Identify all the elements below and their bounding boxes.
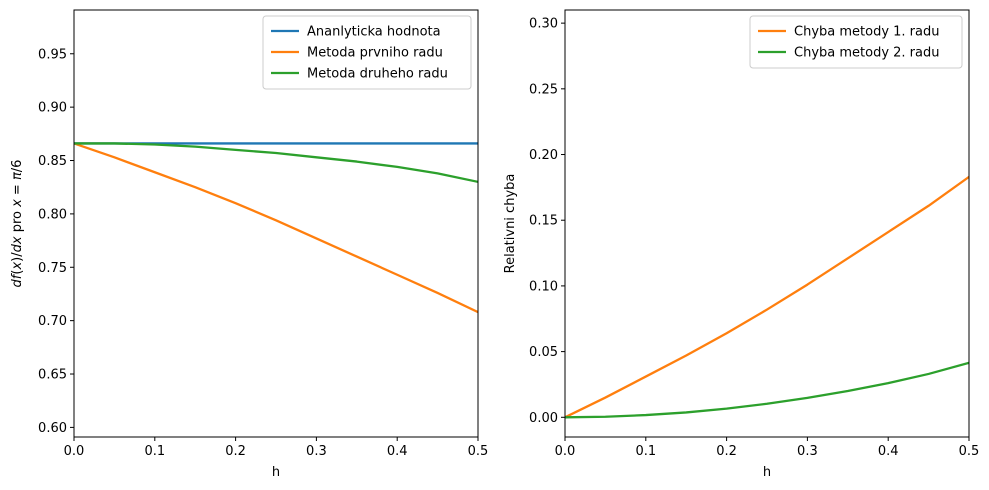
y-axis-label-part: π <box>10 172 25 180</box>
legend-box <box>262 15 472 90</box>
x-tick-label: 0.1 <box>144 444 165 459</box>
y-tick-label: 0.75 <box>38 261 67 276</box>
x-tick-label: 0.5 <box>468 444 489 459</box>
y-tick-label: 0.00 <box>529 411 558 426</box>
y-axis-label-part: )/ <box>10 252 25 262</box>
series-line-2 <box>74 142 478 314</box>
y-axis-label-part: = <box>10 180 25 199</box>
x-tick-label: 0.4 <box>387 444 408 459</box>
x-tick-label: 0.2 <box>225 444 246 459</box>
y-tick-label: 0.25 <box>529 82 558 97</box>
x-axis-label: h <box>763 465 771 480</box>
axes-frame <box>564 9 970 438</box>
x-tick-label: 0.3 <box>797 444 818 459</box>
legend-entry-2: Metoda prvniho radu <box>307 46 443 61</box>
y-tick-label: 0.95 <box>38 47 67 62</box>
y-axis-label-part: x <box>10 262 25 271</box>
legend: Ananlyticka hodnota Metoda prvniho radu Me… <box>262 15 472 90</box>
series-line-1 <box>565 175 969 419</box>
legend-entry-1: Chyba metody 1. radu <box>794 25 940 40</box>
y-tick-label: 0.65 <box>38 368 67 383</box>
legend-entry-1: Ananlyticka hodnota <box>307 25 441 40</box>
legend: Chyba metody 1. radu Chyba metody 2. radu <box>749 15 963 69</box>
y-tick-label: 0.30 <box>529 17 558 32</box>
y-axis-label: Relativni chyba <box>503 174 518 274</box>
y-axis-label: df(x)/dx pro x = π/6 <box>10 160 25 288</box>
y-tick-label: 0.90 <box>38 101 67 116</box>
x-axis-label: h <box>272 465 280 480</box>
series-group <box>565 175 969 419</box>
y-tick-label: 0.70 <box>38 314 67 329</box>
x-tick-label: 0.2 <box>716 444 737 459</box>
y-tick-label: 0.10 <box>529 279 558 294</box>
chart-panel-1: 0.0 0.1 0.2 0.3 0.4 0.5 0.60 0.65 0.70 0.75 0.80 0.… <box>10 9 489 480</box>
y-tick-label: 0.60 <box>38 421 67 436</box>
y-axis-label-part: pro <box>10 207 25 237</box>
series-group <box>74 142 478 314</box>
y-axis-label-part: df <box>10 272 25 287</box>
y-axis-label-part: /6 <box>10 160 25 173</box>
y-axis-label-part: dx <box>10 236 25 252</box>
series-line-2 <box>565 361 969 419</box>
x-tick-label: 0.0 <box>555 444 576 459</box>
chart-panel-2: 0.0 0.1 0.2 0.3 0.4 0.5 0.00 0.05 0.10 0.15 0.20 0.… <box>503 9 980 480</box>
x-tick-label: 0.4 <box>878 444 899 459</box>
x-tick-label: 0.3 <box>306 444 327 459</box>
y-axis-label-part: x <box>10 199 25 208</box>
legend-box <box>749 15 963 69</box>
series-line-3 <box>74 142 478 184</box>
y-tick-label: 0.80 <box>38 207 67 222</box>
axes-frame <box>73 9 479 438</box>
x-tick-label: 0.1 <box>635 444 656 459</box>
y-tick-label: 0.05 <box>529 345 558 360</box>
legend-entry-3: Metoda druheho radu <box>307 67 448 82</box>
legend-entry-2: Chyba metody 2. radu <box>794 46 940 61</box>
x-tick-label: 0.5 <box>959 444 980 459</box>
y-axis-label-part: ( <box>10 270 25 275</box>
x-tick-label: 0.0 <box>64 444 85 459</box>
y-tick-label: 0.20 <box>529 148 558 163</box>
y-tick-label: 0.15 <box>529 214 558 229</box>
y-tick-label: 0.85 <box>38 154 67 169</box>
